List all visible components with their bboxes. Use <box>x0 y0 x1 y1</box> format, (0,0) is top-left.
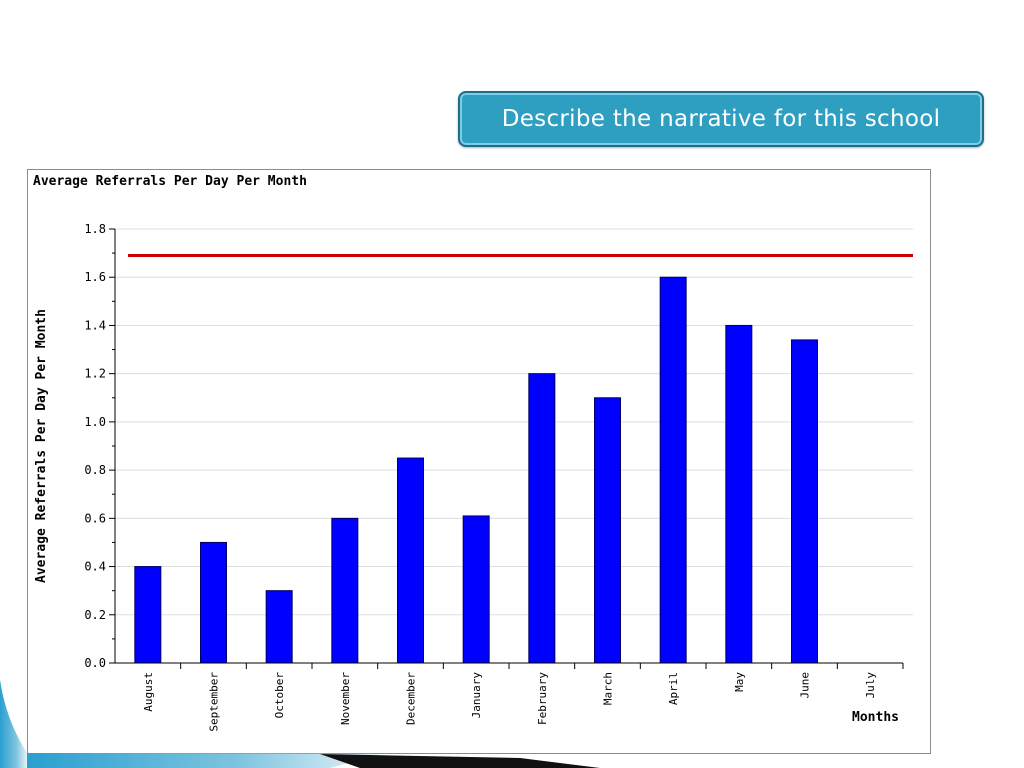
callout-text: Describe the narrative for this school <box>501 106 941 132</box>
x-tick-label-may: May <box>733 672 746 692</box>
bars <box>134 276 818 664</box>
bar-november <box>331 517 359 664</box>
y-tick-label: 0.8 <box>84 463 106 477</box>
x-tick-label-december: December <box>405 672 418 725</box>
grid-lines <box>115 228 913 616</box>
narrative-callout-box: Describe the narrative for this school <box>458 91 984 147</box>
x-tick-label-august: August <box>142 672 155 712</box>
bar-february <box>528 373 556 664</box>
x-tick-label-june: June <box>799 672 812 699</box>
y-tick-label: 1.8 <box>84 222 106 236</box>
x-tick-label-november: November <box>339 672 352 725</box>
x-tick-label-october: October <box>273 672 286 719</box>
x-tick-label-february: February <box>536 672 549 725</box>
x-tick-label-january: January <box>470 672 483 719</box>
x-tick-label-september: September <box>208 672 221 732</box>
y-tick-label: 0.2 <box>84 608 106 622</box>
y-tick-label: 0.6 <box>84 511 106 525</box>
y-axis-label: Average Referrals Per Day Per Month <box>34 309 49 583</box>
axes <box>109 228 904 669</box>
bar-april <box>659 276 687 664</box>
y-tick-label: 1.4 <box>84 318 106 332</box>
y-tick-label: 1.6 <box>84 270 106 284</box>
y-tick-label: 0.4 <box>84 560 106 574</box>
x-axis-label: Months <box>852 710 899 725</box>
x-tick-label-july: July <box>864 672 877 699</box>
x-tick-label-march: March <box>602 672 615 705</box>
bar-september <box>200 541 227 664</box>
chart-title: Average Referrals Per Day Per Month <box>33 174 307 189</box>
bar-january <box>462 515 490 664</box>
bar-december <box>397 457 424 664</box>
bar-august <box>134 566 162 664</box>
labels: 0.0 0.2 0.4 0.6 0.8 1.0 1.2 1.4 1.6 1.8 August Sept… <box>84 222 877 732</box>
y-tick-label: 0.0 <box>84 656 106 670</box>
bar-may <box>725 324 753 664</box>
x-tick-label-april: April <box>667 672 680 705</box>
y-tick-label: 1.2 <box>84 367 106 381</box>
y-tick-label: 1.0 <box>84 415 106 429</box>
bar-june <box>791 339 818 664</box>
bar-october <box>265 590 293 664</box>
bar-march <box>594 397 621 664</box>
